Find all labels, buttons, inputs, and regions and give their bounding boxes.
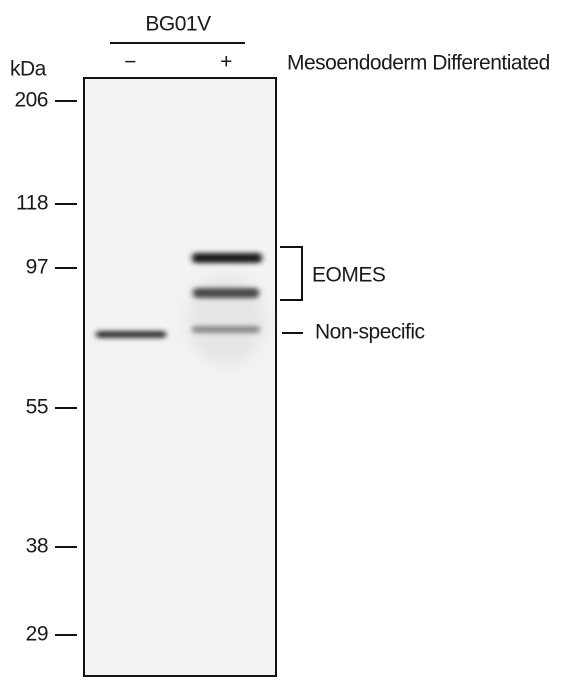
cell-line-label: BG01V xyxy=(145,13,211,36)
bracket-label: EOMES xyxy=(312,264,386,287)
band xyxy=(193,288,259,298)
marker-label: 206 xyxy=(14,89,48,112)
pointer-label: Non-specific xyxy=(315,321,425,344)
lane-label: + xyxy=(220,51,232,74)
band xyxy=(192,253,262,263)
band xyxy=(96,331,166,338)
lane-label: − xyxy=(124,51,136,74)
marker-label: 55 xyxy=(26,396,48,419)
marker-label: 38 xyxy=(26,535,48,558)
marker-label: 118 xyxy=(16,192,48,215)
marker-label: 29 xyxy=(26,623,48,646)
unit-label: kDa xyxy=(10,58,47,81)
condition-label: Mesoendoderm Differentiated xyxy=(287,52,550,75)
marker-label: 97 xyxy=(26,256,48,279)
blot xyxy=(83,77,277,677)
band xyxy=(192,326,260,333)
bracket xyxy=(280,246,303,301)
blot-membrane xyxy=(83,77,277,677)
